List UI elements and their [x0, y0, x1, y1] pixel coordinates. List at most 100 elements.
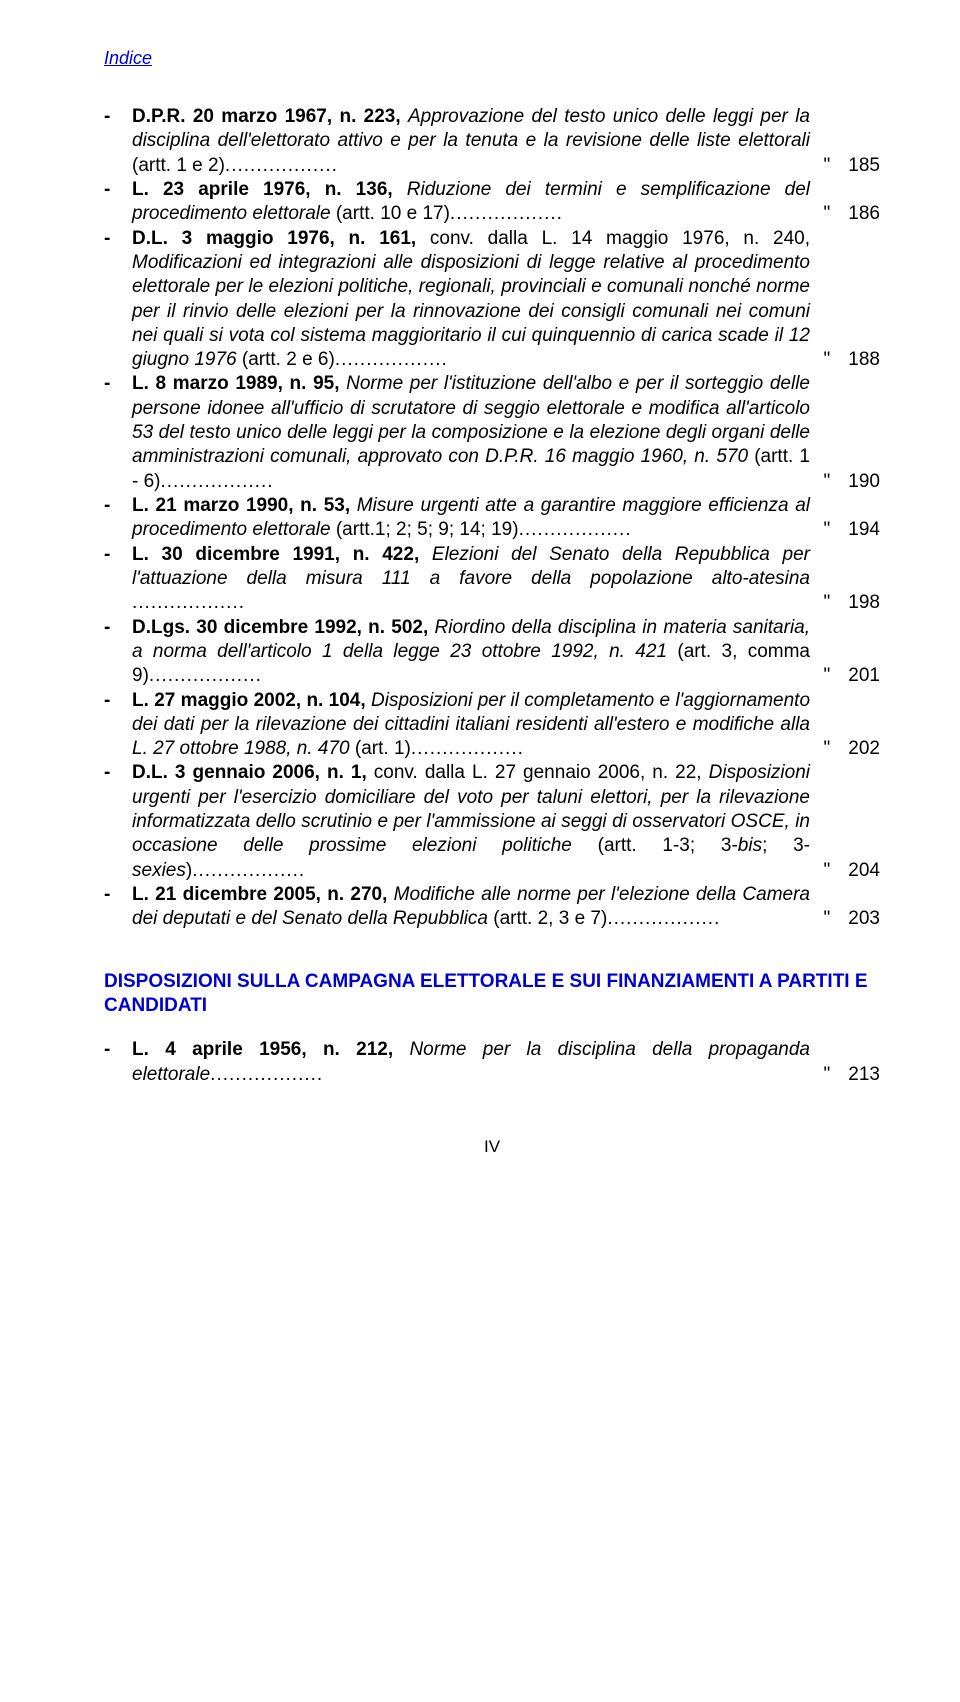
entry-law: L. 23 aprile 1976, n. 136, [132, 179, 393, 200]
entry-page: "186 [810, 202, 880, 226]
entry-dash: - [104, 372, 132, 396]
entry-law: D.Lgs. 30 dicembre 1992, n. 502, [132, 617, 428, 638]
quote-mark: " [824, 155, 849, 176]
quote-mark: " [824, 908, 849, 929]
entry-law: L. 27 maggio 2002, n. 104, [132, 690, 366, 711]
page-number: 203 [848, 908, 880, 929]
entry-suffix: (art. 1) [350, 738, 411, 759]
entry-page: "203 [810, 907, 880, 931]
entry-body: L. 21 dicembre 2005, n. 270, Modifiche a… [132, 883, 810, 932]
entry-body: L. 8 marzo 1989, n. 95, Norme per l'isti… [132, 372, 810, 494]
entry-page: "204 [810, 859, 880, 883]
quote-mark: " [824, 738, 849, 759]
entry-law: D.L. 3 maggio 1976, n. 161, [132, 228, 416, 249]
section-entries: -L. 4 aprile 1956, n. 212, Norme per la … [104, 1038, 880, 1087]
entry-law: L. 21 dicembre 2005, n. 270, [132, 884, 387, 905]
entry-leaders: .................. [450, 203, 563, 224]
entry-page: "190 [810, 470, 880, 494]
page-number: 190 [848, 471, 880, 492]
toc-entry: -L. 21 dicembre 2005, n. 270, Modifiche … [104, 883, 880, 932]
entry-desc: Modificazioni ed integrazioni alle dispo… [132, 252, 810, 370]
entry-law: D.P.R. 20 marzo 1967, n. 223, [132, 106, 401, 127]
entry-leaders: .................. [149, 665, 262, 686]
entry-law: L. 4 aprile 1956, n. 212, [132, 1039, 393, 1060]
toc-entry: -D.P.R. 20 marzo 1967, n. 223, Approvazi… [104, 105, 880, 178]
page-number-footer: IV [104, 1137, 880, 1157]
toc-entry: -L. 27 maggio 2002, n. 104, Disposizioni… [104, 689, 880, 762]
toc-entry: -L. 21 marzo 1990, n. 53, Misure urgenti… [104, 494, 880, 543]
entry-suffix-italic: bis [738, 835, 762, 856]
entry-suffix2: ; 3- [762, 835, 810, 856]
page-header: Indice [104, 48, 880, 69]
entry-dash: - [104, 227, 132, 251]
page-number: 213 [848, 1064, 880, 1085]
entry-page: "194 [810, 518, 880, 542]
entry-leaders: .................. [607, 908, 720, 929]
entry-page: "185 [810, 154, 880, 178]
entry-mid: conv. dalla L. 14 maggio 1976, n. 240, [416, 228, 810, 249]
entry-suffix: (artt. 1 e 2) [132, 155, 225, 176]
entry-body: L. 30 dicembre 1991, n. 422, Elezioni de… [132, 543, 810, 616]
entry-dash: - [104, 494, 132, 518]
quote-mark: " [824, 519, 849, 540]
toc-entry: -L. 8 marzo 1989, n. 95, Norme per l'ist… [104, 372, 880, 494]
quote-mark: " [824, 349, 849, 370]
page-number: 204 [848, 860, 880, 881]
document-page: Indice -D.P.R. 20 marzo 1967, n. 223, Ap… [0, 0, 960, 1205]
quote-mark: " [824, 665, 849, 686]
page-number: 194 [848, 519, 880, 540]
entry-dash: - [104, 689, 132, 713]
quote-mark: " [824, 1064, 849, 1085]
entry-law: L. 8 marzo 1989, n. 95, [132, 373, 339, 394]
entry-law: L. 21 marzo 1990, n. 53, [132, 495, 350, 516]
entry-body: D.Lgs. 30 dicembre 1992, n. 502, Riordin… [132, 616, 810, 689]
entry-suffix: (artt. 1-3; 3- [572, 835, 738, 856]
quote-mark: " [824, 203, 849, 224]
entry-dash: - [104, 105, 132, 129]
entry-law: D.L. 3 gennaio 2006, n. 1, [132, 762, 367, 783]
toc-entry: -D.L. 3 maggio 1976, n. 161, conv. dalla… [104, 227, 880, 373]
section-title: DISPOSIZIONI SULLA CAMPAGNA ELETTORALE E… [104, 970, 880, 1019]
page-number: 198 [848, 592, 880, 613]
toc-entry: -L. 23 aprile 1976, n. 136, Riduzione de… [104, 178, 880, 227]
entry-suffix: (artt. 10 e 17) [331, 203, 450, 224]
entry-law: L. 30 dicembre 1991, n. 422, [132, 544, 419, 565]
entry-page: "213 [810, 1063, 880, 1087]
entry-leaders: .................. [519, 519, 632, 540]
page-number: 202 [848, 738, 880, 759]
entry-leaders: .................. [132, 592, 245, 613]
entry-page: "188 [810, 348, 880, 372]
entry-leaders: .................. [225, 155, 338, 176]
entry-body: D.P.R. 20 marzo 1967, n. 223, Approvazio… [132, 105, 810, 178]
entry-leaders: .................. [210, 1064, 323, 1085]
entry-dash: - [104, 543, 132, 567]
entry-suffix: (artt.1; 2; 5; 9; 14; 19) [331, 519, 519, 540]
page-number: 185 [848, 155, 880, 176]
quote-mark: " [824, 592, 849, 613]
entry-suffix2-italic: sexies [132, 860, 186, 881]
entry-body: L. 4 aprile 1956, n. 212, Norme per la d… [132, 1038, 810, 1087]
entry-page: "201 [810, 664, 880, 688]
page-number: 201 [848, 665, 880, 686]
entry-dash: - [104, 883, 132, 907]
entry-body: D.L. 3 gennaio 2006, n. 1, conv. dalla L… [132, 761, 810, 883]
quote-mark: " [824, 471, 849, 492]
entry-body: L. 27 maggio 2002, n. 104, Disposizioni … [132, 689, 810, 762]
entry-dash: - [104, 616, 132, 640]
entry-leaders: .................. [335, 349, 448, 370]
entry-body: D.L. 3 maggio 1976, n. 161, conv. dalla … [132, 227, 810, 373]
entry-suffix: (artt. 2 e 6) [237, 349, 335, 370]
quote-mark: " [824, 860, 849, 881]
entry-suffix: (artt. 2, 3 e 7) [488, 908, 607, 929]
toc-entry: -D.Lgs. 30 dicembre 1992, n. 502, Riordi… [104, 616, 880, 689]
entry-page: "202 [810, 737, 880, 761]
toc-entry: -L. 4 aprile 1956, n. 212, Norme per la … [104, 1038, 880, 1087]
entry-body: L. 21 marzo 1990, n. 53, Misure urgenti … [132, 494, 810, 543]
entry-leaders: .................. [192, 860, 305, 881]
entry-leaders: .................. [161, 471, 274, 492]
entry-body: L. 23 aprile 1976, n. 136, Riduzione dei… [132, 178, 810, 227]
toc-entry: -D.L. 3 gennaio 2006, n. 1, conv. dalla … [104, 761, 880, 883]
toc-entry: -L. 30 dicembre 1991, n. 422, Elezioni d… [104, 543, 880, 616]
toc-entries: -D.P.R. 20 marzo 1967, n. 223, Approvazi… [104, 105, 880, 932]
entry-leaders: .................. [411, 738, 524, 759]
